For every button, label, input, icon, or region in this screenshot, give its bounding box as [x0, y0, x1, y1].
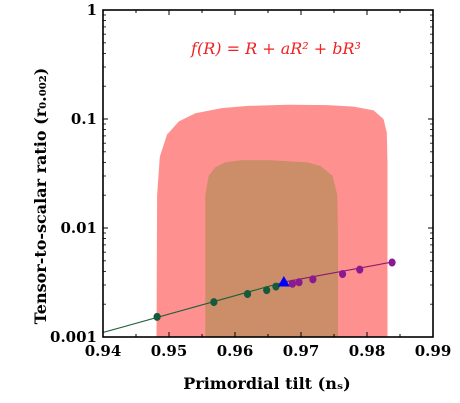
data-point-triangle: [277, 275, 290, 287]
x-tick-label: 0.98: [349, 342, 386, 360]
x-tick-label: 0.95: [151, 342, 188, 360]
y-axis-label: Tensor-to-scalar ratio (r₀.₀₀₂): [31, 68, 50, 325]
x-tick-label: 0.99: [415, 342, 452, 360]
model-lines: [103, 261, 394, 334]
confidence-regions: [156, 104, 388, 337]
model-formula-annotation: f(R) = R + aR² + bR³: [190, 39, 361, 58]
y-tick-label: 0.01: [60, 219, 97, 237]
data-point: [388, 258, 396, 267]
x-tick-label: 0.94: [85, 342, 122, 360]
x-tick-label: 0.96: [217, 342, 254, 360]
y-tick-label: 1: [87, 1, 97, 19]
data-point: [153, 312, 161, 321]
y-tick-label: 0.001: [50, 328, 97, 346]
data-point: [210, 298, 218, 307]
y-tick-label: 0.1: [71, 110, 97, 128]
data-points: [153, 258, 396, 321]
tick-labels: 0.94 0.95 0.96 0.97 0.98 0.99 0.001 0.01 0.1 1: [50, 1, 451, 360]
data-point: [295, 278, 303, 287]
data-point: [356, 265, 364, 274]
model-line-1: [103, 281, 285, 334]
axis-ticks: [102, 9, 434, 338]
data-point: [338, 270, 347, 279]
data-point: [309, 275, 317, 284]
x-axis-label: Primordial tilt (nₛ): [183, 374, 350, 393]
confidence-region-2: [205, 160, 338, 337]
x-tick-label: 0.97: [283, 342, 320, 360]
data-point: [243, 290, 252, 299]
data-point: [263, 286, 271, 295]
model-line-2: [284, 261, 394, 283]
data-point: [272, 282, 280, 291]
data-point: [288, 279, 297, 288]
